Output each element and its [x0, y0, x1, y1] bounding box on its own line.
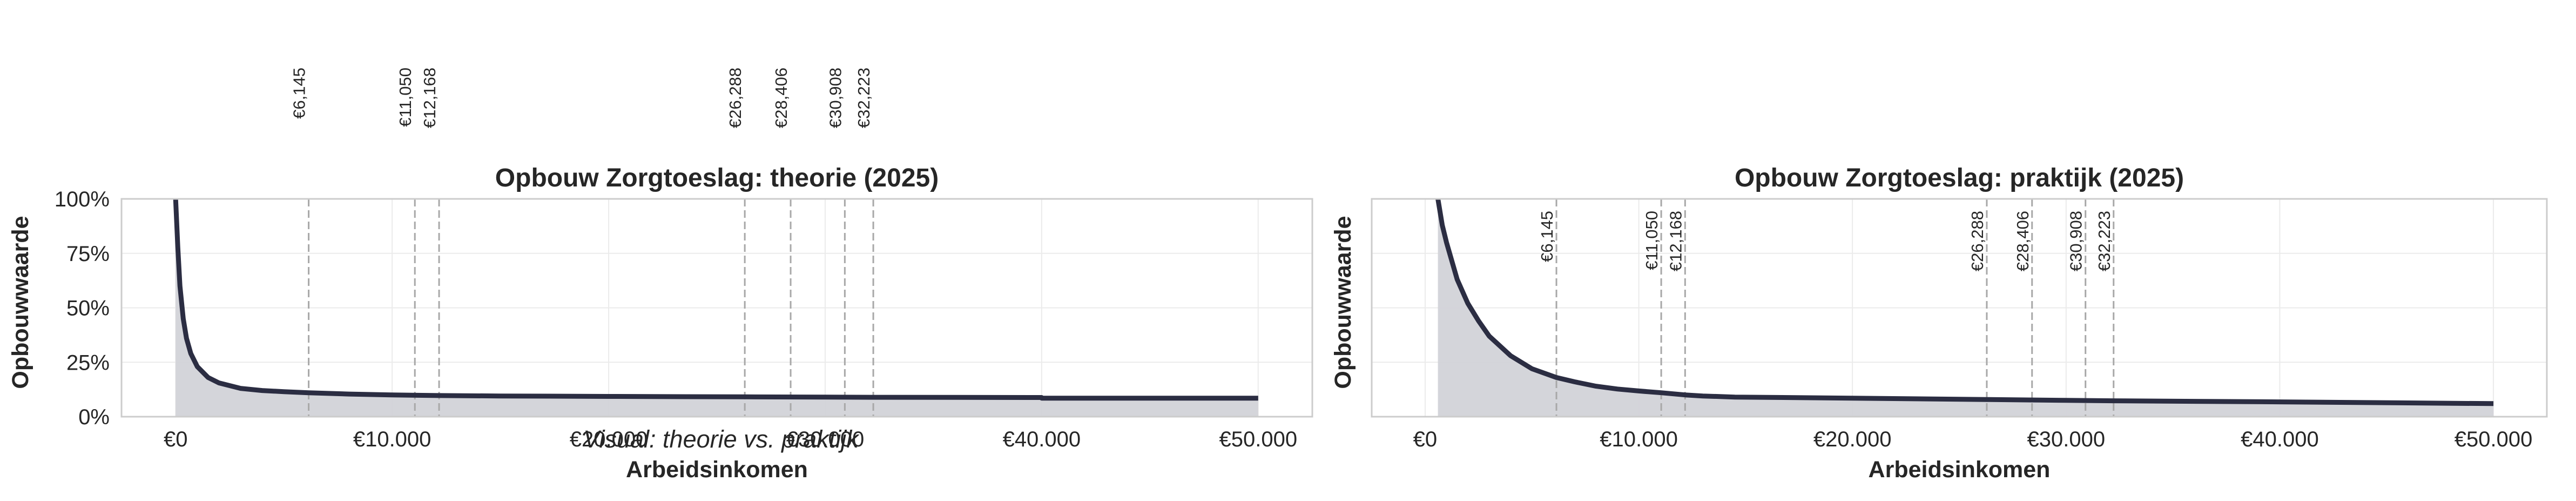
threshold-label-12168: €12,168 [420, 68, 439, 128]
threshold-label-32223: €32,223 [854, 68, 873, 128]
threshold-label-12168: €12,168 [1666, 211, 1685, 271]
x-tick-label-10-000: €10.000 [1600, 427, 1678, 451]
x-tick-label-30-000: €30.000 [2027, 427, 2106, 451]
chart-praktijk: €0 €10.000 €20.000 €30.000 €40.000 €50.000 €6… [1330, 164, 2548, 483]
x-tick-label-10-000: €10.000 [353, 427, 431, 451]
chart-theorie: €0 €10.000 €20.000 €30.000 €40.000 €50.000 0% 2… [8, 68, 1313, 483]
threshold-label-28406: €28,406 [772, 68, 791, 128]
threshold-label-26288: €26,288 [726, 68, 745, 128]
area-fill [176, 199, 1258, 417]
y-tick-label-75: 75% [66, 242, 110, 266]
chart-title: Opbouw Zorgtoeslag: theorie (2025) [495, 164, 939, 192]
x-tick-label-0: €0 [164, 427, 188, 451]
y-tick-label-0: 0% [78, 405, 110, 429]
threshold-label-6145: €6,145 [290, 68, 309, 119]
threshold-markers [1555, 199, 2115, 417]
threshold-label-30908: €30,908 [2067, 211, 2086, 271]
x-tick-label-20-000: €20.000 [570, 427, 648, 451]
y-tick-label-25: 25% [66, 351, 110, 375]
y-tick-label-100: 100% [55, 188, 110, 211]
series-line-path [1435, 198, 2494, 406]
tick-labels: €0 €10.000 €20.000 €30.000 €40.000 €50.000 0% 2… [55, 188, 1297, 451]
threshold-label-6145: €6,145 [1537, 211, 1556, 262]
x-tick-label-0: €0 [1413, 427, 1438, 451]
x-axis-label: Arbeidsinkomen [626, 457, 808, 483]
x-tick-label-30-000: €30.000 [786, 427, 865, 451]
area-fill [1438, 199, 2494, 417]
series-area [176, 199, 1258, 417]
tick-labels: €0 €10.000 €20.000 €30.000 €40.000 €50.000 [1413, 427, 2533, 451]
threshold-label-28406: €28,406 [2013, 211, 2032, 271]
x-tick-label-40-000: €40.000 [2241, 427, 2319, 451]
y-tick-label-50: 50% [66, 297, 110, 320]
x-tick-label-40-000: €40.000 [1003, 427, 1081, 451]
plot-frame [1371, 198, 2548, 418]
x-tick-label-50-000: €50.000 [1219, 427, 1297, 451]
y-axis-label: Opbouwwaarde [1330, 216, 1356, 389]
x-axis-label: Arbeidsinkomen [1869, 457, 2051, 483]
threshold-labels: €6,145 €11,050 €12,168 €26,288 €28,406 €30,90… [290, 68, 873, 128]
figure-note: Visual: theorie vs. praktijk [583, 425, 860, 453]
series-line [1435, 198, 2494, 406]
threshold-label-11050: €11,050 [396, 68, 415, 127]
series-area [1438, 199, 2494, 417]
series-line-path [173, 198, 1258, 401]
threshold-label-26288: €26,288 [1968, 211, 1987, 271]
threshold-label-11050: €11,050 [1642, 211, 1661, 270]
threshold-label-32223: €32,223 [2095, 211, 2114, 271]
threshold-label-30908: €30,908 [826, 68, 845, 128]
x-tick-label-20-000: €20.000 [1813, 427, 1892, 451]
plot-frame [120, 198, 1313, 418]
x-tick-label-50-000: €50.000 [2454, 427, 2533, 451]
y-axis-label: Opbouwwaarde [8, 216, 33, 389]
series-line [173, 198, 1258, 401]
chart-title: Opbouw Zorgtoeslag: praktijk (2025) [1735, 164, 2184, 192]
threshold-markers [308, 199, 874, 417]
threshold-labels: €6,145 €11,050 €12,168 €26,288 €28,406 €30,90… [1537, 211, 2114, 271]
